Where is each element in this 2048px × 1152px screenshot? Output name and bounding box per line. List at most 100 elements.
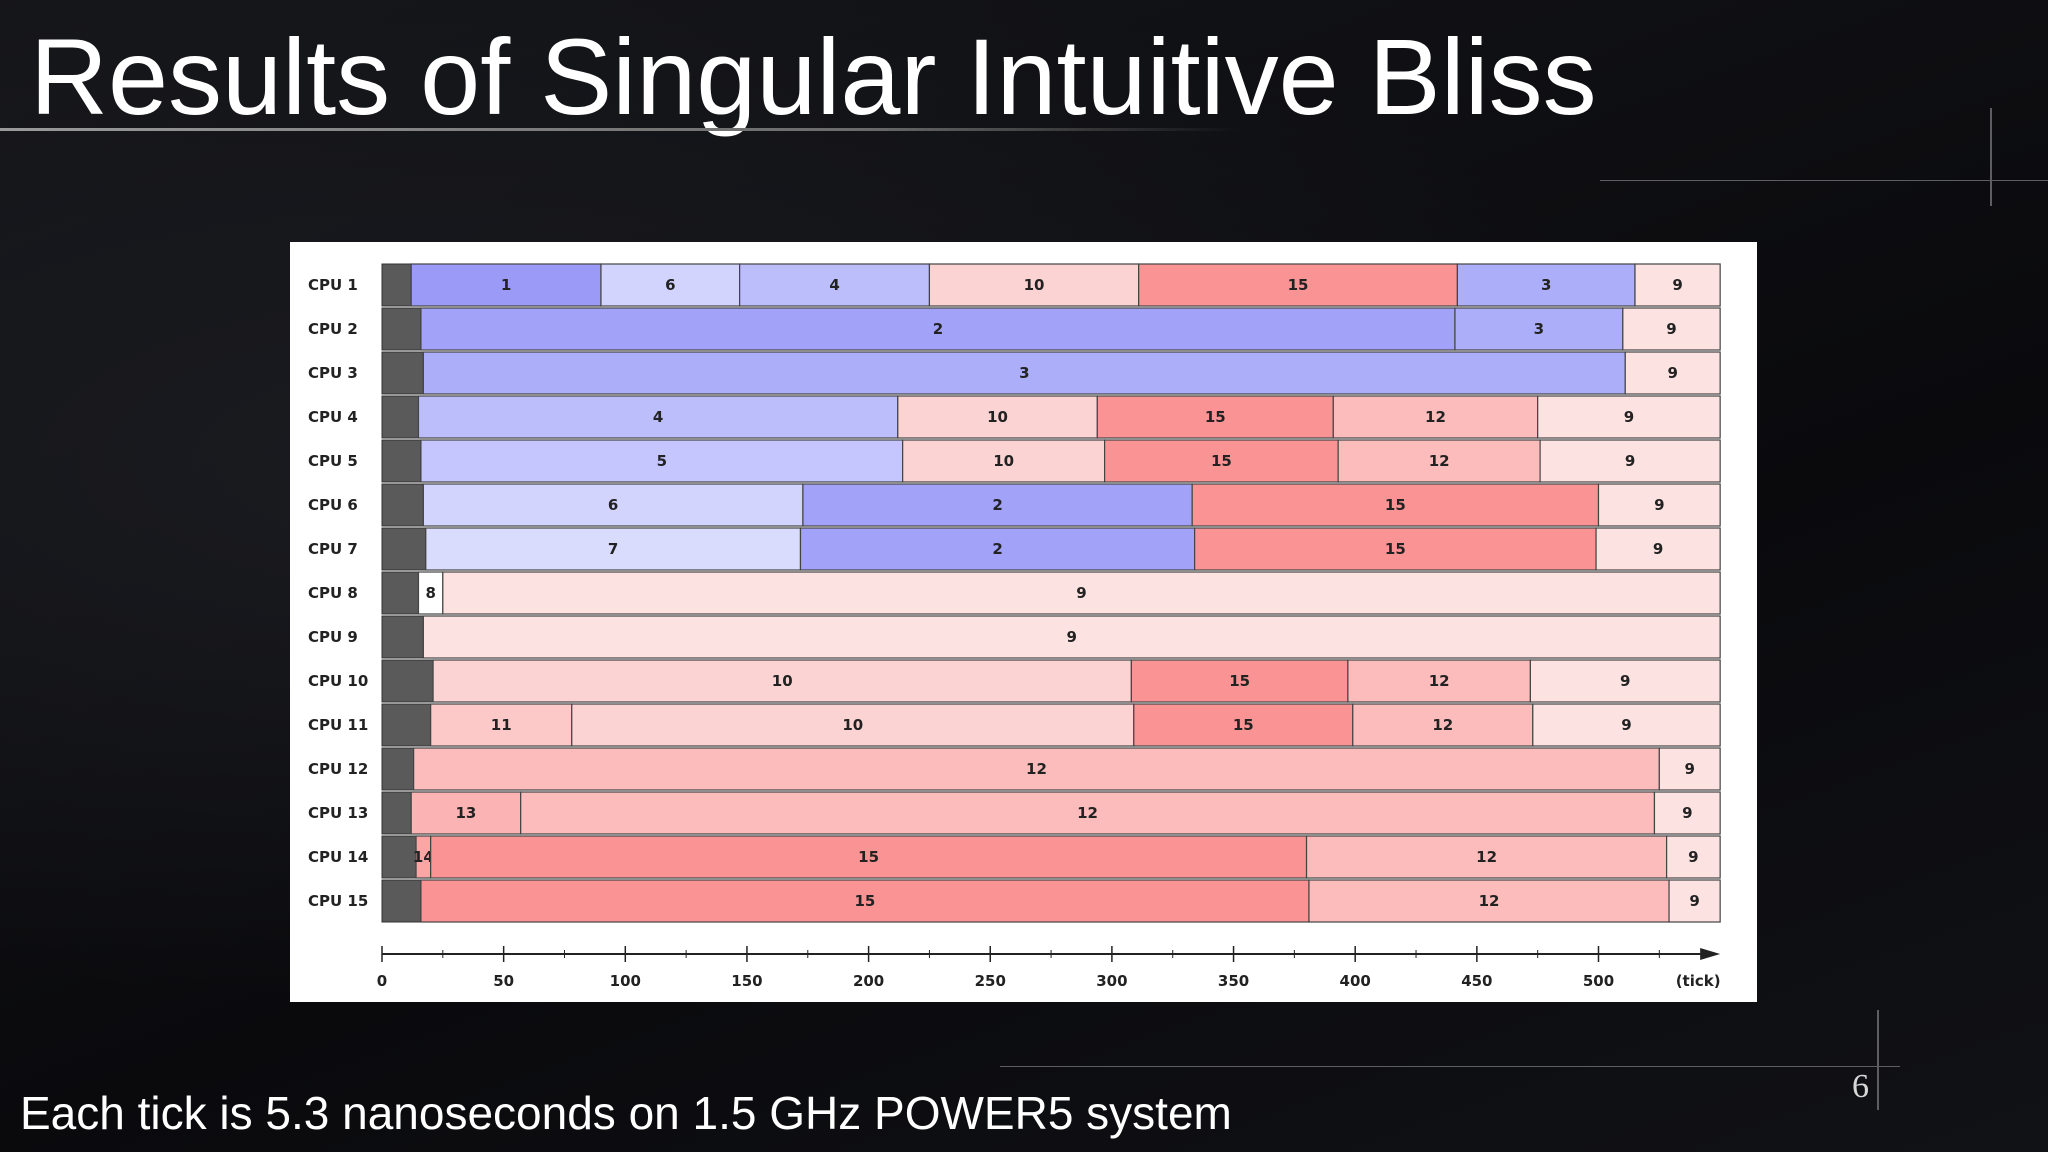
cpu-row-label: CPU 12 [308, 760, 368, 778]
task-segment-label: 2 [933, 320, 943, 338]
x-tick-label: 300 [1096, 972, 1127, 990]
x-tick-label: 150 [731, 972, 762, 990]
x-tick-label: 450 [1461, 972, 1492, 990]
decor-line-bottom-horizontal [1000, 1066, 1900, 1067]
x-tick-label: 400 [1340, 972, 1371, 990]
task-segment [442, 571, 1721, 615]
cpu-row-label: CPU 15 [308, 892, 368, 910]
task-segment [420, 439, 904, 483]
cpu-row-label: CPU 9 [308, 628, 358, 646]
x-tick-label: 350 [1218, 972, 1249, 990]
startup-segment [381, 351, 424, 395]
cpu-row-label: CPU 7 [308, 540, 358, 558]
chart-panel: CPU 1 1 6 4 10 15 3 9 CPU 2 2 3 9 CPU 3 3 9 CPU 4 4 10 15 1… [290, 242, 1757, 1002]
task-segment-label: 12 [1432, 716, 1453, 734]
task-segment [1668, 879, 1721, 923]
task-segment-label: 12 [1479, 892, 1500, 910]
task-segment-label: 10 [993, 452, 1014, 470]
task-segment [413, 747, 1660, 791]
task-segment-label: 9 [1685, 760, 1695, 778]
title-underline [0, 128, 1240, 131]
task-segment-label: 12 [1026, 760, 1047, 778]
task-segment-label: 9 [1653, 540, 1663, 558]
task-segment-label: 15 [855, 892, 876, 910]
task-segment [902, 439, 1106, 483]
task-segment [1454, 307, 1624, 351]
task-segment [417, 395, 899, 439]
cpu-row-label: CPU 4 [308, 408, 358, 426]
task-segment [1624, 351, 1721, 395]
startup-segment [381, 703, 432, 747]
x-tick-label: 0 [377, 972, 387, 990]
startup-segment [381, 307, 422, 351]
task-segment-label: 9 [1666, 320, 1676, 338]
task-segment [1337, 439, 1541, 483]
task-segment [1595, 527, 1721, 571]
task-segment-label: 4 [653, 408, 663, 426]
startup-segment [381, 791, 412, 835]
task-segment [571, 703, 1135, 747]
task-segment [802, 483, 1193, 527]
task-segment-label: 2 [992, 540, 1002, 558]
x-tick-label: 500 [1583, 972, 1614, 990]
task-segment [1532, 703, 1721, 747]
page-number: 6 [1852, 1068, 1869, 1105]
task-segment-label: 15 [858, 848, 879, 866]
slide-title: Results of Singular Intuitive Bliss [30, 16, 1597, 137]
task-segment [600, 263, 741, 307]
task-segment [1539, 439, 1721, 483]
task-segment-label: 10 [1024, 276, 1045, 294]
task-segment [1622, 307, 1721, 351]
task-segment-label: 8 [425, 584, 435, 602]
task-segment [410, 263, 602, 307]
task-segment-label: 9 [1621, 716, 1631, 734]
cpu-row-label: CPU 10 [308, 672, 368, 690]
task-segment-label: 5 [657, 452, 667, 470]
startup-segment [381, 659, 434, 703]
task-segment [417, 571, 444, 615]
startup-segment [381, 395, 419, 439]
startup-segment [381, 615, 424, 659]
task-segment [928, 263, 1140, 307]
task-segment [1308, 879, 1670, 923]
cpu-row-label: CPU 5 [308, 452, 358, 470]
task-segment-label: 12 [1429, 672, 1450, 690]
task-segment-label: 3 [1019, 364, 1029, 382]
startup-segment [381, 571, 419, 615]
cpu-row-label: CPU 13 [308, 804, 368, 822]
decor-line-top-vertical [1990, 108, 1992, 206]
task-segment-label: 15 [1385, 540, 1406, 558]
task-segment [1666, 835, 1721, 879]
task-segment-label: 9 [1076, 584, 1086, 602]
cpu-row-label: CPU 14 [308, 848, 368, 866]
task-segment-label: 10 [842, 716, 863, 734]
task-segment [739, 263, 931, 307]
task-segment-label: 7 [608, 540, 618, 558]
startup-segment [381, 879, 422, 923]
decor-line-top-horizontal [1600, 180, 2048, 181]
task-segment [420, 307, 1456, 351]
task-segment [422, 351, 1626, 395]
task-segment [1658, 747, 1721, 791]
task-segment-label: 3 [1534, 320, 1544, 338]
task-segment [520, 791, 1656, 835]
startup-segment [381, 263, 412, 307]
task-segment [1104, 439, 1339, 483]
task-segment [1634, 263, 1721, 307]
task-segment-label: 9 [1620, 672, 1630, 690]
cpu-row-label: CPU 6 [308, 496, 358, 514]
task-segment-label: 12 [1476, 848, 1497, 866]
task-segment [1305, 835, 1668, 879]
task-segment [1529, 659, 1721, 703]
task-segment-label: 3 [1541, 276, 1551, 294]
task-segment [420, 879, 1310, 923]
task-segment-label: 15 [1205, 408, 1226, 426]
task-segment [1194, 527, 1597, 571]
task-segment-label: 11 [491, 716, 512, 734]
task-segment [430, 703, 573, 747]
task-segment [1653, 791, 1721, 835]
x-tick-label: 200 [853, 972, 884, 990]
task-segment [422, 483, 804, 527]
x-tick-label: 250 [975, 972, 1006, 990]
